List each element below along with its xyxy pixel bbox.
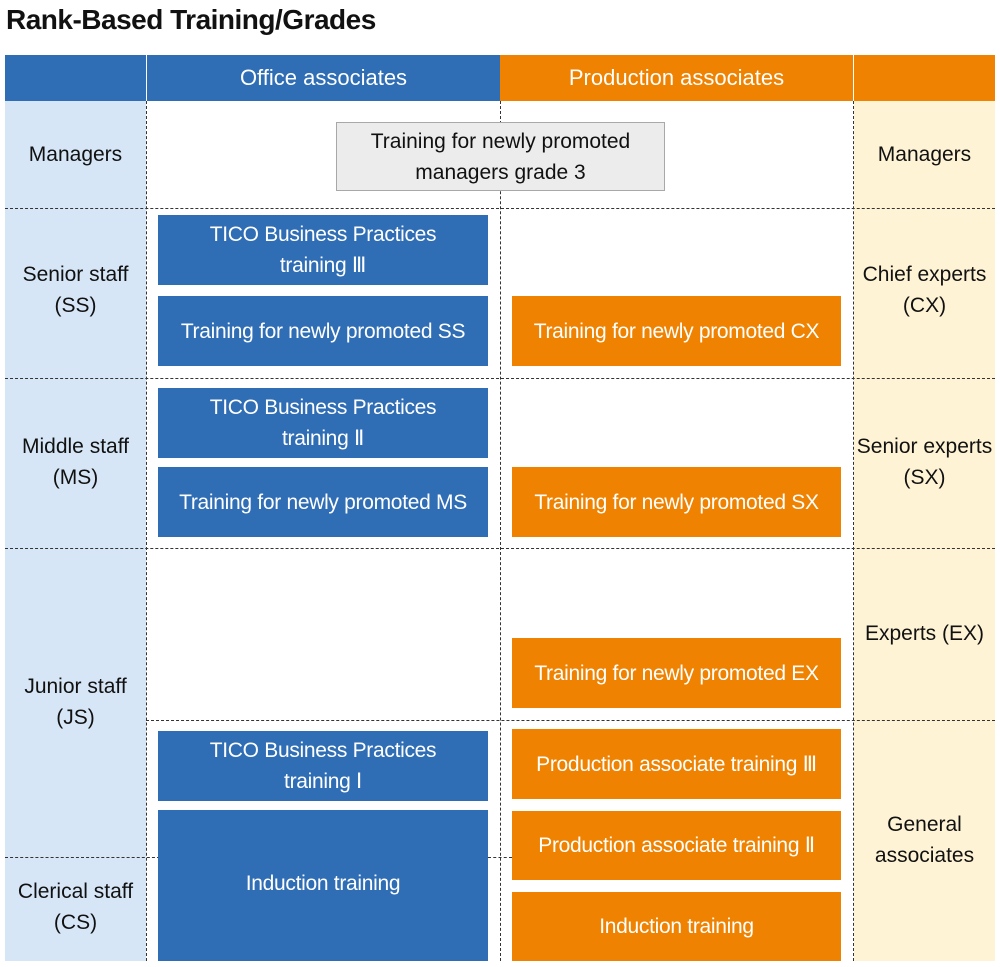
row-divider bbox=[5, 857, 160, 858]
rank-label: Clerical staff bbox=[17, 880, 134, 903]
column-divider bbox=[853, 101, 854, 961]
training-label: training Ⅰ bbox=[284, 770, 362, 793]
training-production-associate-2: Production associate training Ⅱ bbox=[512, 811, 841, 880]
column-divider bbox=[146, 101, 147, 961]
training-newly-promoted-cx: Training for newly promoted CX bbox=[512, 296, 841, 366]
training-tico-business-practices-2: TICO Business Practices training Ⅱ bbox=[158, 388, 488, 458]
rank-senior-experts: Senior experts (SX) bbox=[849, 416, 1000, 508]
rank-middle-staff: Middle staff (MS) bbox=[5, 416, 146, 508]
rank-label: Managers bbox=[877, 142, 972, 166]
rank-label: Junior staff bbox=[24, 675, 127, 698]
training-managers-grade3: Training for newly promoted managers grad… bbox=[336, 122, 665, 191]
header-office-associates: Office associates bbox=[147, 55, 500, 101]
training-label: Training for newly promoted MS bbox=[179, 490, 467, 514]
training-label: TICO Business Practices bbox=[209, 223, 437, 246]
training-tico-business-practices-3: TICO Business Practices training Ⅲ bbox=[158, 215, 488, 285]
training-label: training Ⅲ bbox=[279, 254, 367, 277]
training-label: Production associate training Ⅲ bbox=[536, 752, 817, 776]
training-label: TICO Business Practices bbox=[209, 739, 437, 762]
header-production-associates: Production associates bbox=[500, 55, 853, 101]
rank-label: Senior experts bbox=[856, 435, 993, 458]
training-newly-promoted-ms: Training for newly promoted MS bbox=[158, 467, 488, 537]
rank-abbr: (SX) bbox=[903, 466, 946, 489]
rank-managers-production: Managers bbox=[849, 108, 1000, 200]
rank-abbr: (MS) bbox=[52, 466, 99, 489]
rank-chief-experts: Chief experts (CX) bbox=[849, 244, 1000, 336]
column-divider bbox=[500, 101, 501, 961]
left-rank-column bbox=[5, 101, 146, 961]
training-newly-promoted-ss: Training for newly promoted SS bbox=[158, 296, 488, 366]
rank-label: Middle staff bbox=[22, 435, 129, 458]
rank-senior-staff: Senior staff (SS) bbox=[5, 244, 146, 336]
rank-clerical-staff: Clerical staff (CS) bbox=[0, 861, 151, 953]
row-divider bbox=[146, 720, 995, 721]
rank-abbr: (CX) bbox=[902, 294, 947, 317]
training-label: Production associate training Ⅱ bbox=[538, 834, 815, 857]
rank-label: Senior staff bbox=[22, 263, 129, 286]
training-label: Training for newly promoted CX bbox=[533, 319, 820, 343]
training-label: Training for newly promoted SS bbox=[180, 319, 466, 343]
header-corner-right bbox=[854, 55, 995, 101]
rank-label: Managers bbox=[28, 142, 123, 166]
rank-label: General bbox=[887, 813, 962, 836]
training-label: TICO Business Practices bbox=[209, 396, 437, 419]
training-label: Training for newly promoted SX bbox=[534, 490, 819, 514]
training-label: Induction training bbox=[245, 872, 401, 895]
training-label: Induction training bbox=[599, 915, 754, 938]
training-tico-business-practices-1: TICO Business Practices training Ⅰ bbox=[158, 731, 488, 801]
training-label: Training for newly promoted EX bbox=[534, 661, 819, 685]
training-label: Training for newly promoted bbox=[370, 129, 631, 153]
header-corner-left bbox=[5, 55, 146, 101]
training-production-associate-3: Production associate training Ⅲ bbox=[512, 729, 841, 799]
rank-label: Chief experts bbox=[862, 263, 987, 286]
training-newly-promoted-ex: Training for newly promoted EX bbox=[512, 638, 841, 708]
training-newly-promoted-sx: Training for newly promoted SX bbox=[512, 467, 841, 537]
rank-abbr: (SS) bbox=[54, 294, 97, 317]
rank-abbr: (CS) bbox=[53, 911, 98, 934]
page-title: Rank-Based Training/Grades bbox=[6, 4, 376, 35]
rank-experts: Experts (EX) bbox=[849, 587, 1000, 679]
rank-managers: Managers bbox=[5, 108, 146, 200]
rank-general-associates: General associates bbox=[849, 794, 1000, 886]
training-induction-production: Induction training bbox=[512, 892, 841, 961]
training-induction-office: Induction training bbox=[158, 810, 488, 961]
rank-label: associates bbox=[874, 844, 975, 867]
rank-abbr: (JS) bbox=[56, 706, 95, 729]
right-rank-column bbox=[854, 101, 995, 961]
rank-junior-staff: Junior staff (JS) bbox=[5, 656, 146, 748]
training-label: managers grade 3 bbox=[415, 160, 586, 184]
rank-label: Experts (EX) bbox=[864, 621, 985, 645]
training-label: training Ⅱ bbox=[281, 427, 365, 450]
